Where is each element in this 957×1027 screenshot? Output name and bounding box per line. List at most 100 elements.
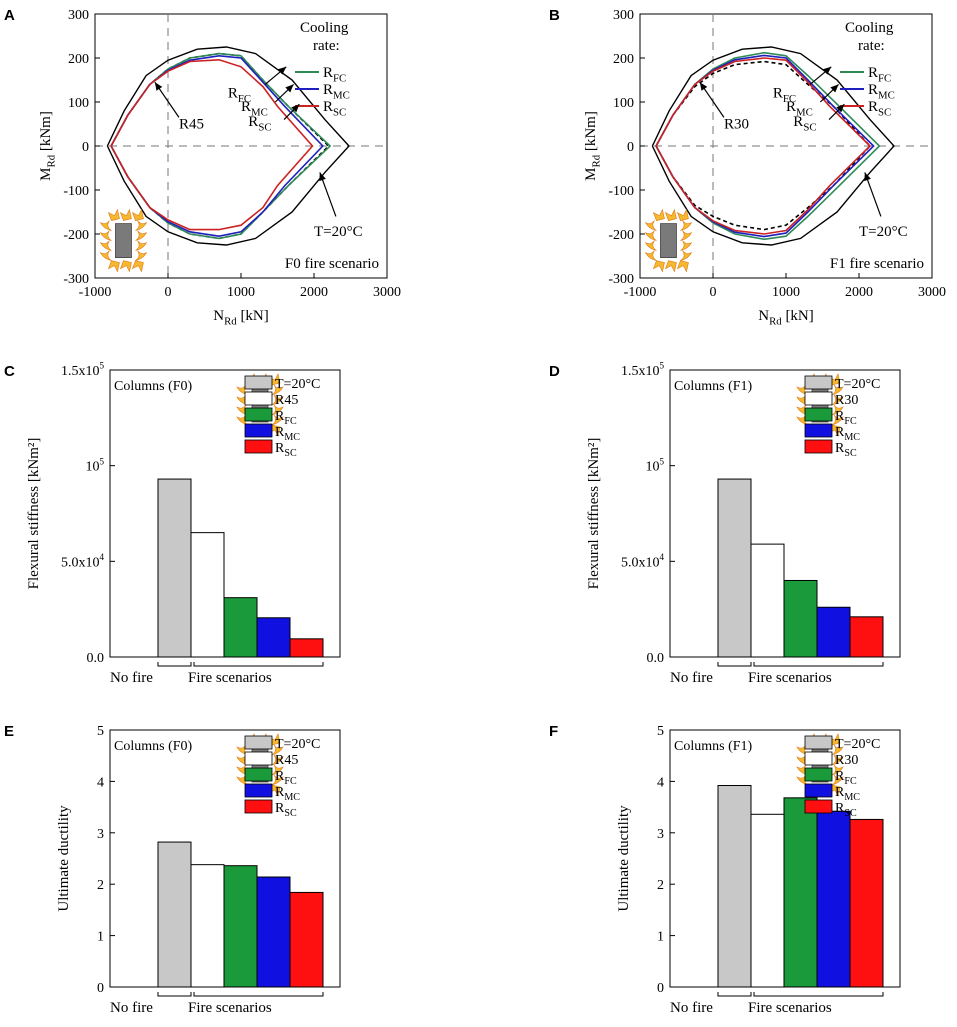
x-tick-label: -1000 <box>624 285 657 300</box>
legend-label-1: T=20°C <box>275 377 320 392</box>
bar-1 <box>157 841 192 988</box>
y-tick-label: 5 <box>97 724 104 739</box>
legend-label-3: RFC <box>835 769 857 787</box>
legend-swatch-4 <box>244 423 273 438</box>
legend-label-2: R45 <box>275 753 298 768</box>
scenario-label: F0 fire scenario <box>285 256 379 272</box>
y-tick-label: 3 <box>97 827 104 842</box>
legend-label-mc: RMC <box>323 82 350 102</box>
x-tick-label: 0 <box>165 285 172 300</box>
arrow-mc <box>819 83 839 103</box>
group-brace-no-fire <box>717 992 752 997</box>
arrow-fc <box>809 66 832 85</box>
legend-swatch-2 <box>804 751 833 766</box>
annotation-mc-label: RMC <box>786 99 813 119</box>
group-brace-no-fire <box>157 992 192 997</box>
legend-label-5: RSC <box>275 801 297 819</box>
group-brace-no-fire <box>157 662 192 667</box>
x-tick-label: 2000 <box>845 285 873 300</box>
x-tick-label: -1000 <box>79 285 112 300</box>
bar-2 <box>190 864 225 988</box>
bar-4 <box>256 876 291 988</box>
y-tick-label: -200 <box>608 228 634 243</box>
y-tick-label: -300 <box>63 272 89 287</box>
panel-title: Columns (F0) <box>114 739 193 754</box>
legend-swatch-5 <box>804 799 833 814</box>
panel-title: Columns (F0) <box>114 379 193 394</box>
arrow-fire <box>699 81 725 118</box>
bar-2 <box>750 543 785 658</box>
curve-ambient <box>106 46 350 246</box>
panel-title: Columns (F1) <box>674 739 753 754</box>
arrow-mc <box>274 83 294 103</box>
legend-label-mc: RMC <box>868 82 895 102</box>
y-tick-label: 2 <box>97 878 104 893</box>
y-tick-label: 105 <box>85 456 104 474</box>
x-tick-label: 1000 <box>227 285 255 300</box>
legend-label-3: RFC <box>835 409 857 427</box>
y-tick-label: 0 <box>82 140 89 155</box>
panel-label-e: E <box>4 723 14 740</box>
group-label-no-fire: No fire <box>670 670 713 686</box>
y-axis-label: MRd [kNm] <box>38 111 58 181</box>
legend-swatch-1 <box>804 375 833 390</box>
legend-label-fc: RFC <box>323 65 346 85</box>
curve-fc <box>655 51 881 241</box>
panel-c: C 0.0 5.0x104 105 1.5x105 Flexural stiffness … <box>4 361 341 686</box>
arrow-ambient <box>864 172 882 217</box>
y-tick-label: 0 <box>657 981 664 996</box>
legend-label-5: RSC <box>275 441 297 459</box>
group-label-fire: Fire scenarios <box>748 670 832 686</box>
arrow-fc <box>264 66 287 85</box>
y-tick-label: 4 <box>97 775 104 790</box>
legend-label-2: R30 <box>835 393 858 408</box>
panel-label-f: F <box>549 723 558 740</box>
y-tick-label: -100 <box>63 184 89 199</box>
legend-label-4: RMC <box>275 785 300 803</box>
panel-title: Columns (F1) <box>674 379 753 394</box>
group-label-fire: Fire scenarios <box>188 1000 272 1016</box>
column-fire-icon <box>99 208 148 273</box>
y-tick-label: 1.5x105 <box>61 361 105 379</box>
legend-label-1: T=20°C <box>835 737 880 752</box>
x-tick-label: 3000 <box>373 285 401 300</box>
curve-fc <box>110 52 332 240</box>
bar-5 <box>289 638 324 658</box>
bar-1 <box>717 478 752 658</box>
arrow-ambient <box>319 172 337 217</box>
y-axis-label: Ultimate ductility <box>616 805 632 912</box>
legend-swatch-3 <box>244 407 273 422</box>
group-brace-fire <box>753 662 884 667</box>
y-tick-label: 3 <box>657 827 664 842</box>
y-tick-label: 5 <box>657 724 664 739</box>
bar-3 <box>783 797 818 988</box>
legend-swatch-4 <box>804 783 833 798</box>
group-label-no-fire: No fire <box>110 1000 153 1016</box>
legend-swatch-2 <box>244 751 273 766</box>
panel-label-b: B <box>549 7 560 24</box>
panel-d: D 0.0 5.0x104 105 1.5x105 Flexural stiffness … <box>549 361 901 686</box>
annotation-ambient-label: T=20°C <box>859 224 908 240</box>
y-tick-label: 5.0x104 <box>61 552 105 570</box>
curve-mc <box>110 54 324 238</box>
y-tick-label: 2 <box>657 878 664 893</box>
y-tick-label: -200 <box>63 228 89 243</box>
y-tick-label: 0 <box>627 140 634 155</box>
legend-title-line-1: Cooling <box>845 20 894 36</box>
panel-label-d: D <box>549 363 560 380</box>
legend-swatch-3 <box>244 767 273 782</box>
legend-label-3: RFC <box>275 409 297 427</box>
y-tick-label: 300 <box>613 8 634 23</box>
legend-swatch-2 <box>804 391 833 406</box>
y-tick-label: -300 <box>608 272 634 287</box>
x-tick-label: 0 <box>710 285 717 300</box>
x-tick-label: 1000 <box>772 285 800 300</box>
legend-label-sc: RSC <box>868 99 891 119</box>
legend-label-4: RMC <box>835 785 860 803</box>
legend-swatch-2 <box>244 391 273 406</box>
legend-title-line-2: rate: <box>313 38 340 54</box>
bar-2 <box>190 532 225 658</box>
y-tick-label: 100 <box>68 96 89 111</box>
y-tick-label: 0.0 <box>87 651 105 666</box>
annotation-sc-label: RSC <box>793 114 816 134</box>
